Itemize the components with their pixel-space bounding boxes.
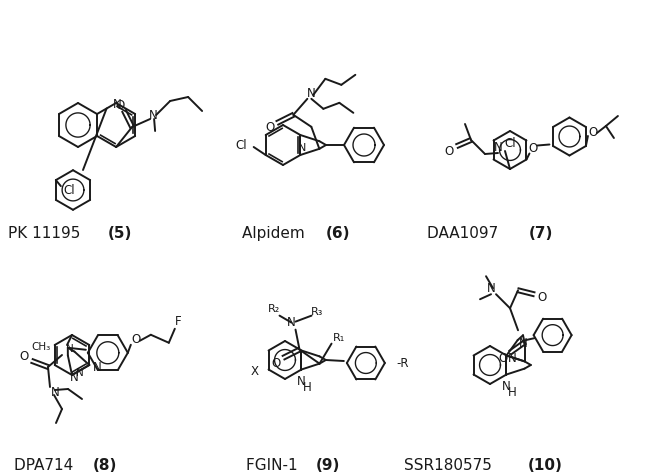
Text: N: N xyxy=(93,360,101,374)
Text: N: N xyxy=(50,385,60,398)
Text: R₂: R₂ xyxy=(267,304,280,314)
Text: R₁: R₁ xyxy=(332,333,345,342)
Text: Cl: Cl xyxy=(504,137,516,149)
Text: N: N xyxy=(112,97,122,111)
Text: SSR180575: SSR180575 xyxy=(404,457,497,473)
Text: (6): (6) xyxy=(326,226,351,240)
Text: O: O xyxy=(538,291,547,304)
Text: N: N xyxy=(297,375,306,388)
Text: -R: -R xyxy=(397,357,409,369)
Text: (8): (8) xyxy=(93,457,117,473)
Text: N: N xyxy=(519,337,528,350)
Text: (5): (5) xyxy=(108,226,132,240)
Text: PK 11195: PK 11195 xyxy=(8,226,85,240)
Text: DAA1097: DAA1097 xyxy=(427,226,503,240)
Text: H: H xyxy=(508,386,517,399)
Text: O: O xyxy=(116,98,125,112)
Text: Cl: Cl xyxy=(63,184,75,197)
Text: O: O xyxy=(266,121,275,134)
Text: O: O xyxy=(498,352,507,365)
Text: N: N xyxy=(287,316,296,329)
Text: N: N xyxy=(307,88,316,100)
Text: N: N xyxy=(66,344,74,354)
Text: O: O xyxy=(589,125,598,139)
Text: Alpidem: Alpidem xyxy=(243,226,310,240)
Text: (10): (10) xyxy=(528,457,562,473)
Text: N: N xyxy=(69,370,78,384)
Text: N: N xyxy=(487,282,495,295)
Text: N: N xyxy=(508,352,517,365)
Text: F: F xyxy=(175,315,181,328)
Text: R₃: R₃ xyxy=(311,307,324,316)
Text: (9): (9) xyxy=(316,457,340,473)
Text: FGIN-1: FGIN-1 xyxy=(247,457,303,473)
Text: O: O xyxy=(444,144,454,158)
Text: O: O xyxy=(20,350,29,362)
Text: O: O xyxy=(131,333,141,346)
Text: N: N xyxy=(298,143,307,153)
Text: N: N xyxy=(148,108,158,122)
Text: (7): (7) xyxy=(529,226,553,240)
Text: CH₃: CH₃ xyxy=(31,342,50,352)
Text: Cl: Cl xyxy=(236,139,247,151)
Text: N: N xyxy=(502,380,511,393)
Text: H: H xyxy=(303,381,312,394)
Text: O: O xyxy=(271,357,280,370)
Text: O: O xyxy=(529,142,538,155)
Text: N: N xyxy=(494,140,502,154)
Text: DPA714: DPA714 xyxy=(14,457,78,473)
Text: X: X xyxy=(250,365,258,378)
Text: N: N xyxy=(76,368,84,378)
